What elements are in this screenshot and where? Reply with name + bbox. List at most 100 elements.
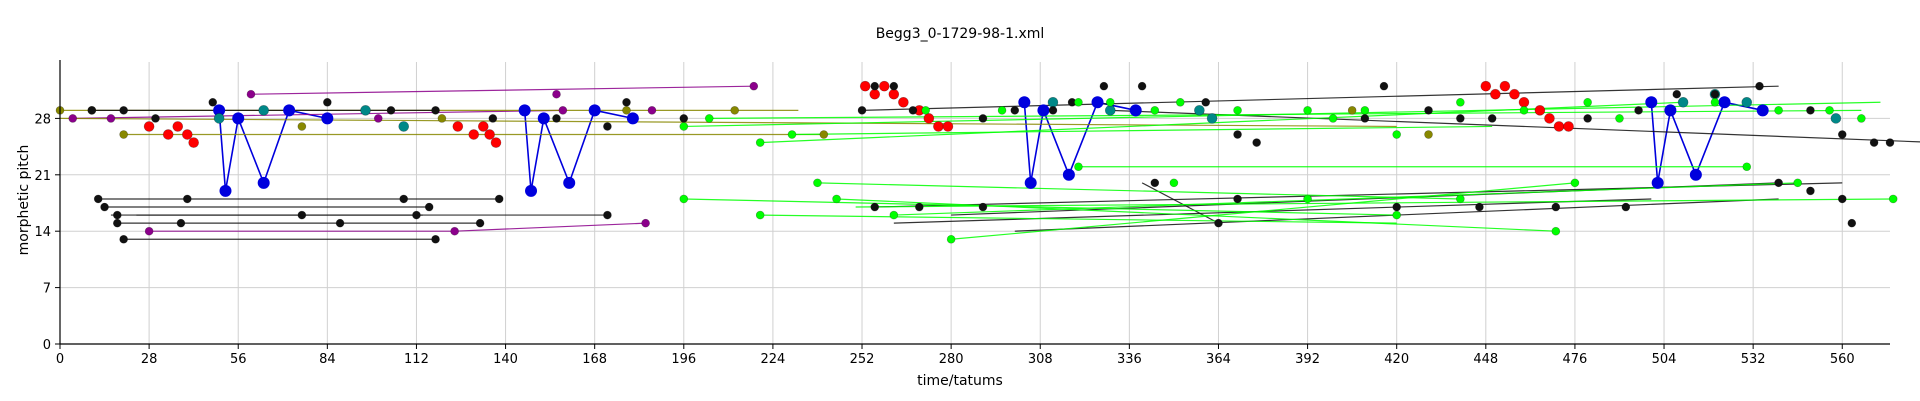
note-point [1392, 130, 1401, 139]
note-connections [59, 85, 1920, 240]
note-point [1651, 176, 1664, 189]
note-point [1206, 113, 1218, 124]
note-point [1551, 202, 1561, 212]
note-point [1480, 80, 1492, 92]
y-axis-ticks: 0 7 14 21 28 [34, 112, 60, 353]
note-point [813, 178, 822, 188]
note-point [1424, 106, 1433, 115]
note-point [208, 97, 218, 107]
note-point [162, 129, 174, 140]
note-connector [817, 182, 1461, 200]
note-point [1150, 178, 1160, 188]
x-tick-label: 308 [1028, 352, 1053, 367]
note-point [1885, 138, 1895, 147]
note-point [1621, 202, 1631, 212]
note-point [1583, 114, 1592, 123]
note-point [1175, 97, 1185, 107]
note-point [915, 202, 924, 212]
note-point [1105, 97, 1115, 107]
note-point [468, 129, 480, 140]
note-point [898, 96, 909, 108]
note-point [1742, 162, 1752, 172]
note-point [412, 210, 421, 220]
x-tick-label: 140 [493, 352, 518, 367]
note-point [143, 121, 155, 132]
x-tick-label: 196 [671, 352, 696, 367]
note-point [1869, 138, 1879, 147]
note-point [1847, 218, 1857, 228]
x-tick-label: 392 [1295, 352, 1320, 367]
note-point [297, 122, 307, 131]
note-point [1519, 106, 1529, 115]
x-tick-label: 168 [582, 352, 607, 367]
note-point [869, 88, 881, 100]
note-point [1475, 202, 1484, 212]
x-tick-label: 420 [1384, 352, 1409, 367]
note-point [942, 121, 954, 132]
note-point [1634, 106, 1643, 115]
x-tick-label: 252 [850, 352, 875, 367]
note-point [219, 184, 232, 197]
note-point [1774, 106, 1783, 115]
note-point [119, 234, 128, 244]
note-point [106, 114, 116, 123]
x-tick-label: 476 [1563, 352, 1588, 367]
note-point [1755, 81, 1764, 91]
note-point [1615, 114, 1624, 123]
note-connector [862, 85, 1779, 111]
note-point [1137, 81, 1147, 91]
note-point [1062, 168, 1075, 181]
note-point [1837, 194, 1847, 204]
note-points [55, 80, 1898, 244]
note-point [1392, 202, 1401, 212]
note-point [213, 104, 226, 117]
note-connector [893, 182, 1798, 216]
x-tick-label: 28 [141, 352, 158, 367]
note-point [647, 106, 657, 115]
note-point [257, 176, 270, 189]
note-point [870, 202, 880, 212]
note-point [946, 234, 956, 244]
note-point [151, 114, 160, 123]
note-point [1689, 168, 1702, 181]
note-point [1104, 105, 1116, 116]
note-point [321, 112, 334, 125]
note-point [450, 226, 459, 236]
note-point [431, 234, 440, 244]
chart-title: Begg3_0-1729-98-1.xml [876, 26, 1045, 42]
note-point [888, 88, 900, 100]
note-point [1825, 106, 1834, 115]
note-point [603, 122, 612, 131]
note-point [933, 121, 944, 132]
pitch-contour [218, 109, 328, 192]
note-point [373, 114, 383, 123]
note-point [1518, 96, 1530, 108]
x-tick-label: 532 [1741, 352, 1766, 367]
note-point [172, 121, 184, 132]
note-point [787, 130, 797, 139]
note-point [921, 106, 930, 115]
note-connector [791, 125, 1493, 136]
note-point [119, 106, 128, 115]
note-point [188, 137, 199, 148]
note-point [437, 114, 447, 123]
note-point [525, 184, 538, 197]
note-connector [760, 101, 1684, 144]
note-point [1379, 81, 1389, 91]
note-point [1718, 96, 1731, 109]
note-point [246, 89, 256, 99]
note-point [1328, 114, 1338, 123]
note-point [424, 202, 434, 212]
y-tick-label: 21 [34, 169, 51, 184]
note-point [857, 106, 867, 115]
note-point [1074, 97, 1083, 107]
x-tick-label: 560 [1830, 352, 1855, 367]
note-point [1645, 96, 1658, 109]
note-point [1741, 96, 1753, 108]
note-point [183, 194, 192, 204]
note-point [870, 81, 880, 91]
note-point [431, 106, 440, 115]
note-point [1551, 226, 1561, 236]
note-point [1074, 162, 1083, 172]
